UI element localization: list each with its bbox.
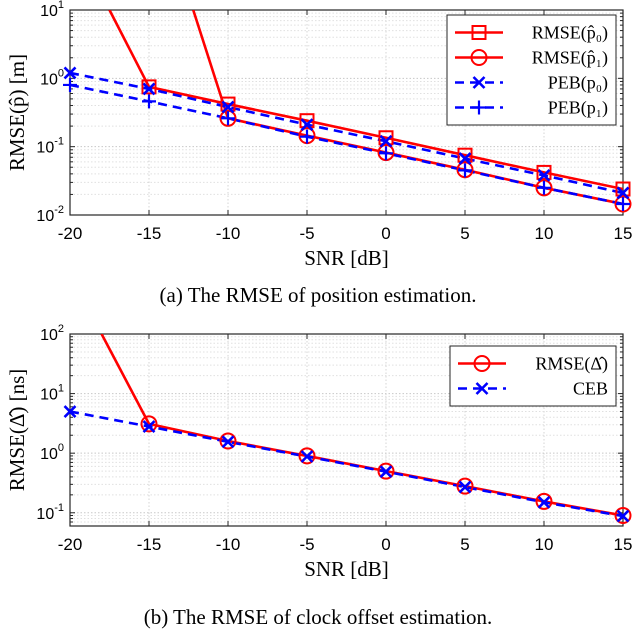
clock-offset-rmse-chart: -20 -15 -10 -5 0 5 10 15 10-1 100 101 102 SNR [dB] RM… [5, 323, 632, 581]
series-line-ceb [70, 410, 623, 518]
data-point-peb-p [63, 77, 77, 92]
y-axis-label: RMSE(Δ̂) [ns] [5, 369, 29, 492]
y-tick-label: 101 [40, 383, 64, 404]
x-tick-label: 15 [614, 224, 633, 243]
data-point-rmse-p [141, 79, 157, 95]
y-tick-label: 10-2 [36, 204, 64, 225]
x-axis-label: SNR [dB] [304, 246, 389, 270]
data-point-ceb [616, 509, 630, 523]
data-point-rmse-p [535, 179, 553, 197]
x-tick-label: -10 [216, 535, 241, 554]
data-point-ceb [63, 405, 77, 418]
legend: RMSE(p̂₀) RMSE(p̂₁) PEB(p₀) PEB(p₁) [446, 14, 617, 126]
legend-marker-rmse [473, 355, 491, 372]
data-point-peb-p [537, 180, 551, 195]
data-point-peb-p [616, 186, 630, 200]
legend-marker-peb-p [472, 76, 486, 89]
data-point-rmse [377, 462, 395, 480]
data-point-rmse-p [536, 164, 552, 180]
data-point-rmse-p [614, 195, 632, 213]
legend: RMSE(Δ̂) CEB [449, 345, 617, 407]
data-point-ceb [458, 480, 472, 494]
x-tick-label: -20 [58, 224, 83, 243]
y-tick-label: 102 [40, 323, 64, 344]
data-point-peb-p [616, 196, 630, 211]
data-point-peb-p [379, 146, 393, 161]
data-point-rmse [140, 415, 158, 433]
series-line-rmse-p [108, 10, 623, 191]
data-point-peb-p [300, 118, 314, 132]
data-point-ceb [379, 465, 393, 479]
data-point-rmse [456, 477, 474, 495]
y-axis-label: RMSE(p̂) [m] [5, 54, 29, 171]
legend-box [449, 345, 617, 407]
data-point-ceb [142, 420, 156, 433]
data-point-ceb [537, 495, 551, 509]
y-tick-label: 100 [40, 442, 64, 463]
legend-marker-peb-p [472, 100, 486, 115]
data-point-peb-p [537, 168, 551, 182]
position-rmse-chart: -20 -15 -10 -5 0 5 10 15 10-2 10-1 100 101 SNR [dB] R… [5, 0, 632, 270]
x-tick-label: -15 [137, 224, 162, 243]
data-point-peb-p [300, 129, 314, 144]
legend-entry-peb-p: PEB(p₀) [548, 73, 608, 94]
legend-entry-rmse: RMSE(Δ̂) [535, 354, 608, 375]
ticks: -20 -15 -10 -5 0 5 10 15 10-1 100 101 102 [36, 323, 632, 554]
data-point-peb-p [379, 134, 393, 148]
y-tick-label: 101 [40, 0, 64, 20]
data-point-peb-p [221, 111, 235, 126]
x-tick-label: 5 [460, 535, 469, 554]
x-tick-label: 0 [381, 535, 390, 554]
plot-frame [69, 333, 624, 527]
x-tick-label: -5 [299, 535, 314, 554]
data-point-rmse [219, 432, 237, 450]
x-tick-label: -20 [58, 535, 83, 554]
data-point-ceb [221, 435, 235, 449]
data-point-peb-p [142, 94, 156, 109]
data-point-rmse [614, 507, 632, 525]
data-point-rmse [298, 447, 316, 465]
plot-frame [69, 9, 624, 216]
data-point-peb-p [63, 66, 77, 80]
legend-entry-rmse-p: RMSE(p̂₁) [532, 48, 608, 69]
x-tick-label: 10 [535, 535, 554, 554]
x-tick-label: -5 [299, 224, 314, 243]
data-point-ceb [300, 450, 314, 463]
data-point-peb-p [142, 82, 156, 96]
y-tick-label: 10-1 [36, 502, 64, 523]
legend-entry-ceb: CEB [573, 379, 608, 399]
data-point-peb-p [221, 100, 235, 114]
data-point-rmse-p [219, 109, 237, 127]
legend-entry-rmse-p: RMSE(p̂₀) [532, 23, 608, 44]
x-axis-label: SNR [dB] [304, 557, 389, 581]
series-line-peb-p [70, 83, 623, 206]
x-tick-label: 15 [614, 535, 633, 554]
legend-marker-rmse-p [470, 49, 488, 66]
x-tick-label: 0 [381, 224, 390, 243]
ticks: -20 -15 -10 -5 0 5 10 15 10-2 10-1 100 101 [36, 0, 632, 243]
data-point-peb-p [458, 163, 472, 178]
legend-marker-ceb [475, 382, 489, 395]
x-tick-label: -10 [216, 224, 241, 243]
y-tick-label: 10-1 [36, 136, 64, 157]
y-tick-label: 100 [40, 67, 64, 88]
x-tick-label: 10 [535, 224, 554, 243]
legend-marker-rmse-p [471, 25, 487, 40]
x-tick-label: 5 [460, 224, 469, 243]
caption-position-estimation: (a) The RMSE of position estimation. [159, 283, 477, 307]
series-line-peb-p [70, 71, 623, 195]
x-tick-label: -15 [137, 535, 162, 554]
data-point-peb-p [458, 152, 472, 165]
data-point-rmse [535, 492, 553, 510]
legend-entry-peb-p: PEB(p₁) [548, 98, 608, 119]
caption-clock-offset-estimation: (b) The RMSE of clock offset estimation. [143, 605, 493, 629]
